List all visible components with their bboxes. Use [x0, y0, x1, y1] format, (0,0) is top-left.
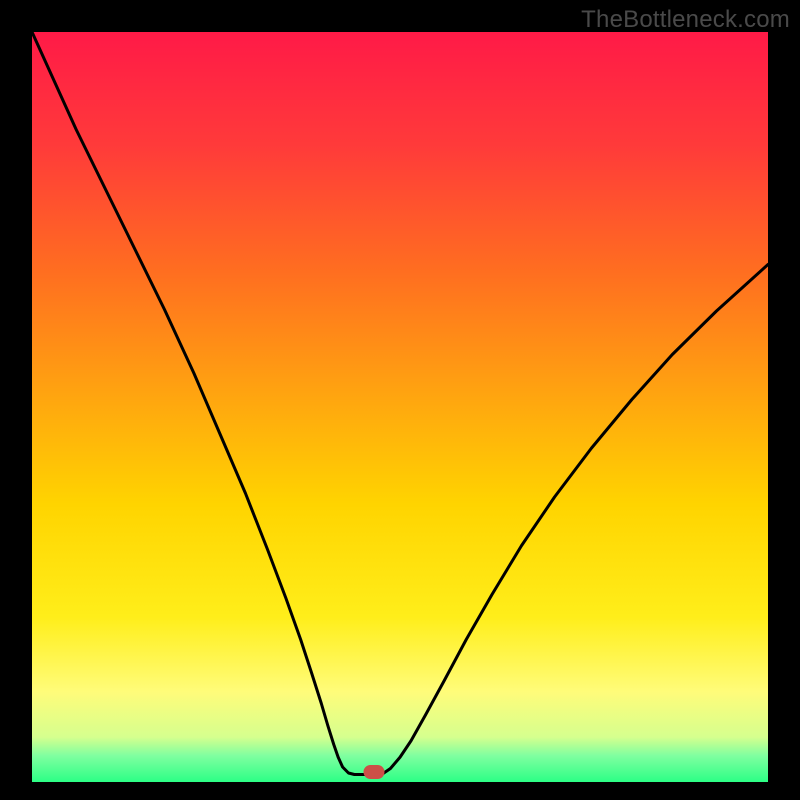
bottleneck-curve-path — [32, 32, 768, 775]
chart-container: TheBottleneck.com — [0, 0, 800, 800]
watermark-text: TheBottleneck.com — [581, 6, 790, 34]
plot-area — [32, 32, 768, 782]
optimum-marker — [364, 765, 385, 779]
bottleneck-curve-svg — [32, 32, 768, 782]
